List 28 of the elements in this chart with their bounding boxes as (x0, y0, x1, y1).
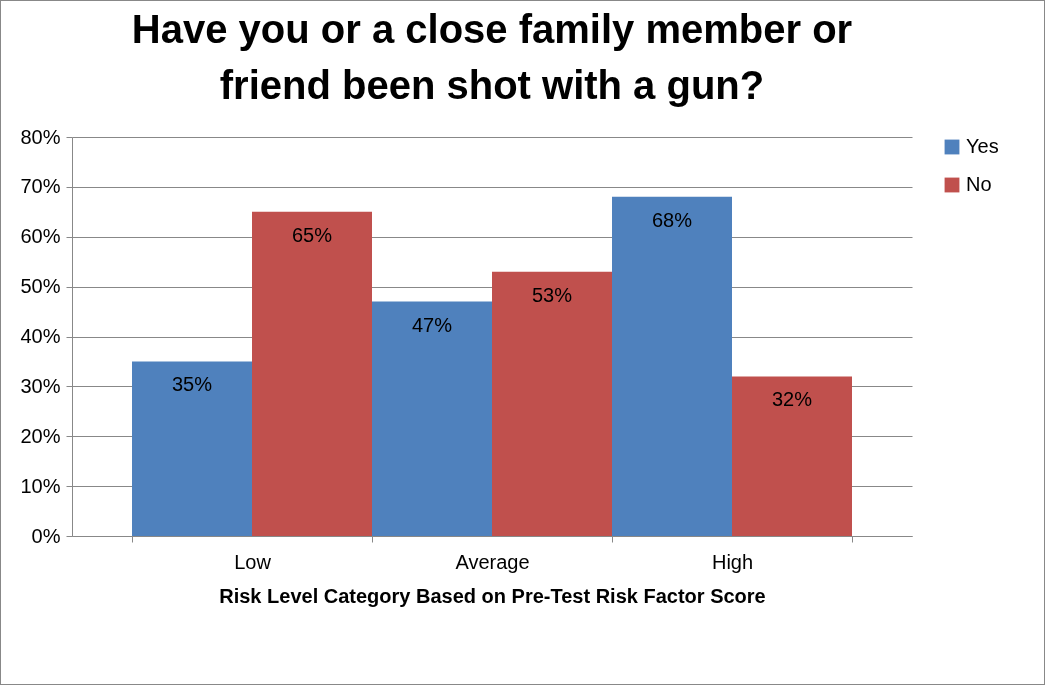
y-tick-label: 30% (20, 374, 61, 397)
bar (252, 211, 372, 536)
x-tick-label: High (711, 550, 754, 573)
y-tick-label: 40% (20, 325, 61, 347)
data-label: 53% (531, 283, 573, 306)
x-axis-title: Risk Level Category Based on Pre-Test Risk Factor Score (219, 584, 766, 607)
chart-title: Have you or a close family member or friend been shot with a gun? (131, 7, 853, 107)
bar (492, 271, 612, 536)
x-tick-label: Low (234, 550, 272, 573)
data-label: 47% (411, 313, 453, 336)
bar (612, 196, 732, 536)
data-label: 68% (651, 208, 693, 231)
bar (372, 301, 492, 536)
y-tick-label: 20% (20, 424, 61, 447)
data-label: 35% (171, 373, 213, 396)
x-tick-label: Average (455, 550, 530, 573)
y-tick-label: 0% (31, 524, 61, 547)
data-label: 65% (291, 223, 333, 246)
legend-label: Yes (966, 135, 999, 157)
y-tick-label: 80% (20, 125, 61, 148)
y-tick-label: 60% (20, 225, 61, 248)
data-label: 32% (771, 388, 813, 411)
y-tick-label: 10% (20, 474, 61, 497)
bar (132, 361, 252, 536)
legend-label: No (966, 173, 992, 195)
y-tick-label: 70% (20, 175, 61, 198)
bar (732, 376, 852, 536)
y-tick-label: 50% (20, 275, 61, 298)
